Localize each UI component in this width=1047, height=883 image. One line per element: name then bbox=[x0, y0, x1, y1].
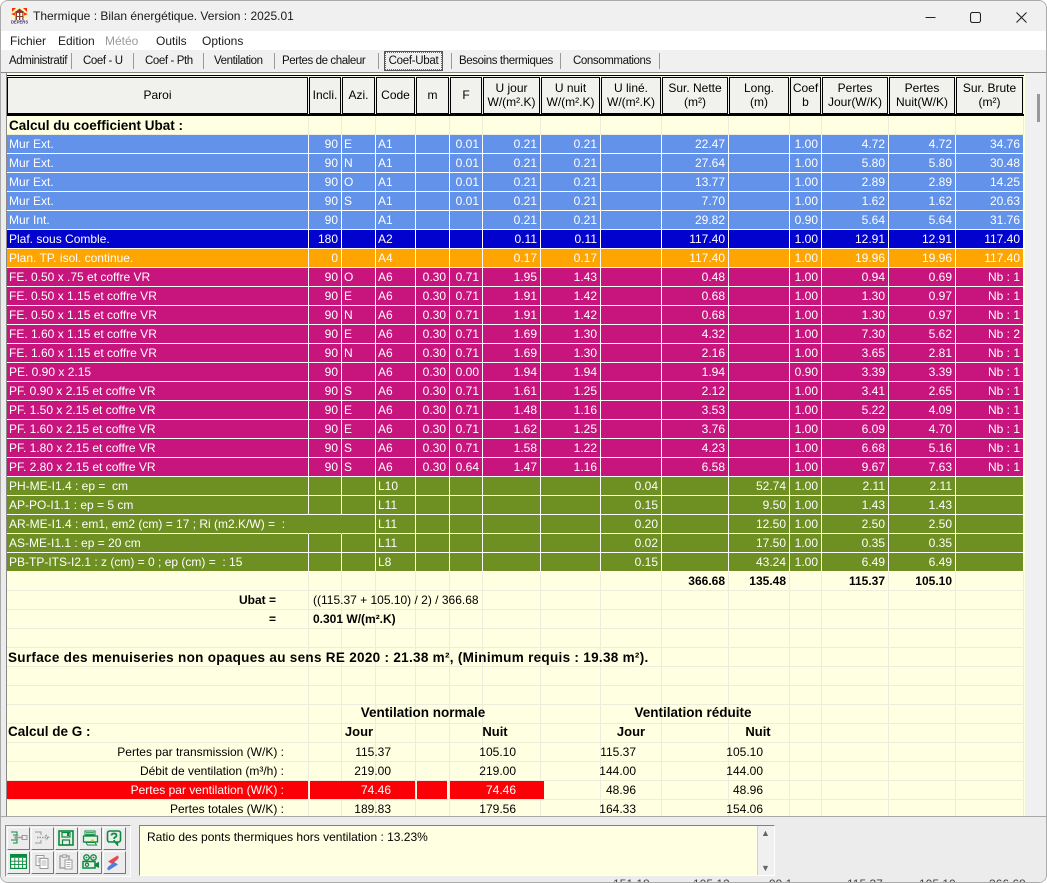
svg-text:DEPERS: DEPERS bbox=[11, 19, 28, 24]
